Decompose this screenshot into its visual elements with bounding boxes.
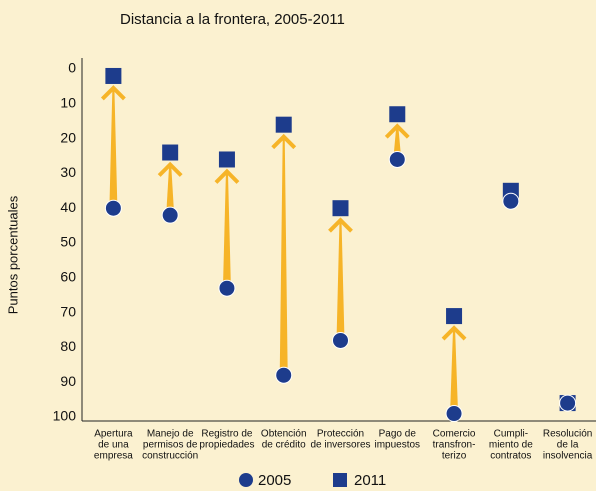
square-marker [389, 106, 406, 123]
x-tick-label: contratos [490, 451, 531, 462]
x-tick-label: de una [98, 440, 129, 451]
circle-marker [104, 199, 122, 217]
arrow-head [271, 133, 297, 150]
y-tick-label: 40 [60, 199, 76, 215]
arrow [109, 87, 118, 209]
legend-circle [239, 473, 253, 487]
arrow-head [328, 217, 353, 233]
legend-square [333, 473, 347, 487]
arrow-head [157, 161, 183, 177]
x-tick-label: de inversores [310, 440, 370, 451]
x-tick-label: Manejo de [147, 429, 194, 440]
y-tick-label: 10 [60, 95, 76, 111]
arrow-head [100, 85, 126, 101]
y-tick-label: 50 [60, 234, 76, 250]
arrow [336, 220, 345, 341]
y-tick-label: 0 [68, 60, 76, 76]
circle-marker [502, 192, 520, 210]
y-axis-label: Puntos porcentuales [5, 195, 20, 314]
x-tick-label: transfron- [433, 440, 476, 451]
arrow [166, 164, 175, 216]
legend-label: 2005 [258, 472, 291, 489]
x-tick-label: propiedades [199, 440, 254, 451]
x-tick-label: Obtención [261, 429, 307, 440]
circle-marker [388, 150, 406, 168]
x-tick-label: impuestos [374, 440, 420, 451]
y-tick-label: 30 [60, 164, 76, 180]
arrow [450, 328, 459, 414]
square-marker [162, 144, 179, 161]
legend-label: 2011 [354, 472, 386, 489]
arrow-head [214, 168, 240, 184]
x-tick-label: insolvencia [543, 451, 593, 462]
x-tick-label: empresa [94, 451, 133, 462]
circle-marker [445, 405, 463, 423]
x-tick-label: Pago de [379, 429, 417, 440]
y-tick-label: 20 [60, 129, 76, 145]
x-tick-label: Cumpli- [494, 429, 528, 440]
square-marker [446, 308, 463, 325]
arrow [393, 126, 402, 160]
chart-title: Distancia a la frontera, 2005-2011 [120, 11, 345, 28]
square-marker [332, 200, 349, 217]
square-marker [218, 151, 235, 168]
x-tick-label: miento de [489, 440, 533, 451]
x-tick-label: Resolución [543, 429, 592, 440]
circle-marker [161, 206, 179, 224]
x-tick-label: construcción [142, 451, 198, 462]
circle-marker [218, 279, 236, 297]
y-tick-label: 80 [60, 338, 76, 354]
x-tick-label: Registro de [201, 429, 253, 440]
x-tick-label: terizo [442, 451, 467, 462]
arrow-head [384, 123, 410, 139]
arrow [222, 171, 231, 289]
x-tick-label: Apertura [94, 429, 133, 440]
circle-marker [332, 331, 349, 349]
x-tick-label: permisos de [143, 440, 198, 451]
y-tick-label: 90 [60, 373, 76, 389]
x-tick-label: de crédito [262, 440, 306, 451]
arrow [279, 136, 288, 376]
y-tick-label: 70 [60, 303, 76, 319]
circle-marker [559, 394, 577, 412]
x-tick-label: Protección [317, 429, 364, 440]
x-tick-label: Comercio [433, 429, 476, 440]
x-tick-label: de la [557, 440, 579, 451]
y-tick-label: 100 [53, 408, 77, 424]
circle-marker [275, 366, 293, 384]
square-marker [105, 67, 122, 84]
y-tick-label: 60 [60, 269, 76, 285]
arrow-head [441, 325, 467, 341]
square-marker [275, 116, 292, 133]
